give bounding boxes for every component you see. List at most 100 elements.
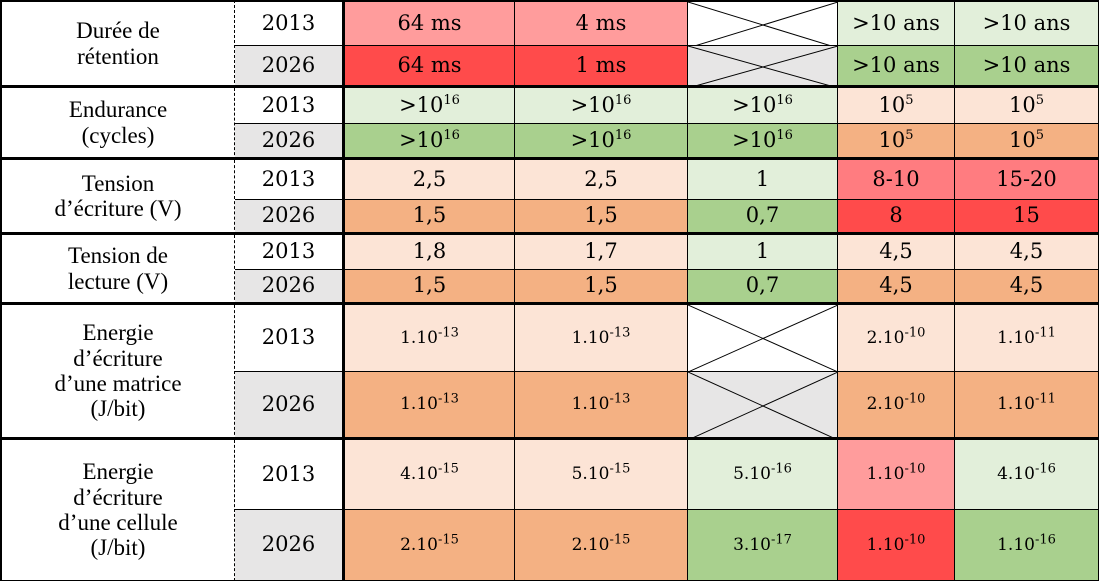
value: 0,7 <box>746 204 779 227</box>
value-text: 4.10 <box>400 464 438 485</box>
value: 1.10-10 <box>867 463 926 484</box>
exponent: 16 <box>614 92 632 108</box>
year: 2013 <box>261 92 316 117</box>
exponent: -11 <box>1034 325 1056 340</box>
exponent: 5 <box>905 127 914 143</box>
value: 1 <box>756 240 769 263</box>
exponent: -15 <box>437 532 459 547</box>
value: >10 ans <box>983 53 1071 77</box>
value: 15-20 <box>996 166 1057 191</box>
value: 1.10-13 <box>572 326 631 348</box>
data-cell: 1.10-13 <box>515 305 688 372</box>
data-cell: 1.10-11 <box>955 372 1099 440</box>
value-text: 4.10 <box>997 464 1035 485</box>
value: 105 <box>1008 127 1044 152</box>
value-text: 1.10 <box>997 394 1035 415</box>
value: >1016 <box>399 127 460 152</box>
exponent: -13 <box>609 391 631 407</box>
value: 1,7 <box>584 240 617 263</box>
exponent: -13 <box>437 325 459 340</box>
value: 105 <box>878 92 914 117</box>
value-text: 1 <box>755 166 770 191</box>
value: 1.10-13 <box>400 326 459 348</box>
value: >10 ans <box>852 53 940 77</box>
value-text: 1.10 <box>997 534 1035 555</box>
exponent: 5 <box>1035 127 1044 143</box>
value: 105 <box>878 127 914 152</box>
label-line: d’écriture (V) <box>54 196 182 221</box>
row-label: Energie d’écriture d’une matrice (J/bit) <box>0 305 235 440</box>
data-cell: 2.10-10 <box>838 372 955 440</box>
value-text: 10 <box>878 92 906 117</box>
data-cell: 64 ms <box>345 0 515 46</box>
data-cell: >1016 <box>688 124 838 160</box>
value: 5.10-16 <box>733 463 792 484</box>
data-cell: 8 <box>838 200 955 235</box>
data-cell: 2,5 <box>345 160 515 200</box>
exponent: 5 <box>905 92 914 108</box>
value: 64 ms <box>397 53 461 77</box>
value-text: 0,7 <box>745 273 780 298</box>
data-cell: 1,7 <box>515 235 688 270</box>
value: 1 <box>755 166 770 191</box>
row-label: Tension d’écriture (V) <box>0 160 235 235</box>
value-text: 4,5 <box>879 273 913 298</box>
exponent: 16 <box>443 127 460 143</box>
value-text: 1.10 <box>400 327 438 348</box>
value-text: 15-20 <box>996 166 1057 191</box>
exponent: 16 <box>614 127 632 143</box>
value-text: 2.10 <box>400 534 438 555</box>
label-line: d’écriture <box>73 484 163 510</box>
value-text: 2.10 <box>571 534 610 555</box>
data-cell <box>688 305 838 372</box>
value: 1.10-11 <box>997 326 1056 348</box>
year-cell: 2026 <box>235 510 345 581</box>
value-text: >10 <box>570 127 615 152</box>
label-line: lecture (V) <box>67 268 169 294</box>
value-text: 8 <box>889 203 903 228</box>
value: 1,5 <box>584 204 617 227</box>
data-cell: 64 ms <box>345 46 515 88</box>
data-cell: >10 ans <box>838 0 955 46</box>
data-cell: 0,7 <box>688 200 838 235</box>
year-cell: 2013 <box>235 235 345 270</box>
value-text: 1,5 <box>584 273 618 298</box>
data-cell: 4 ms <box>515 0 688 46</box>
value: 2,5 <box>584 167 617 191</box>
value: 2.10-15 <box>400 533 459 555</box>
data-cell: 2.10-15 <box>345 510 515 581</box>
value-text: 10 <box>1008 127 1036 152</box>
exponent: 5 <box>1035 92 1044 108</box>
year: 2013 <box>261 325 316 350</box>
row-label: Endurance (cycles) <box>0 88 235 160</box>
label-line: Energie <box>82 320 154 346</box>
year: 2026 <box>261 203 316 228</box>
data-cell: 4,5 <box>838 270 955 305</box>
year: 2013 <box>261 166 316 191</box>
cross <box>688 372 838 440</box>
exponent: -17 <box>770 532 792 547</box>
data-cell: 2.10-10 <box>838 305 955 372</box>
data-cell: >1016 <box>345 124 515 160</box>
data-cell: 1.10-16 <box>955 510 1099 581</box>
label-line: Durée de <box>76 18 160 44</box>
value-text: 4,5 <box>879 239 913 264</box>
value: 4,5 <box>1010 240 1043 263</box>
row-label: Energie d’écriture d’une cellule (J/bit) <box>0 440 235 581</box>
data-cell <box>688 372 838 440</box>
value: 1.10-13 <box>572 391 631 414</box>
data-cell: 1 <box>688 235 838 270</box>
value: 1.10-13 <box>400 393 459 414</box>
value: 4,5 <box>879 240 912 263</box>
label-line: (J/bit) <box>90 535 146 561</box>
value-text: >10 ans <box>852 10 940 35</box>
exponent: -16 <box>1034 461 1056 477</box>
value: 8-10 <box>872 167 919 191</box>
data-cell: 105 <box>838 88 955 124</box>
value-text: 4,5 <box>1009 239 1044 264</box>
exponent: -13 <box>609 325 631 340</box>
exponent: -10 <box>904 325 926 340</box>
row-label: Tension de lecture (V) <box>0 235 235 305</box>
data-cell: 2.10-15 <box>515 510 688 581</box>
year-cell: 2026 <box>235 270 345 305</box>
